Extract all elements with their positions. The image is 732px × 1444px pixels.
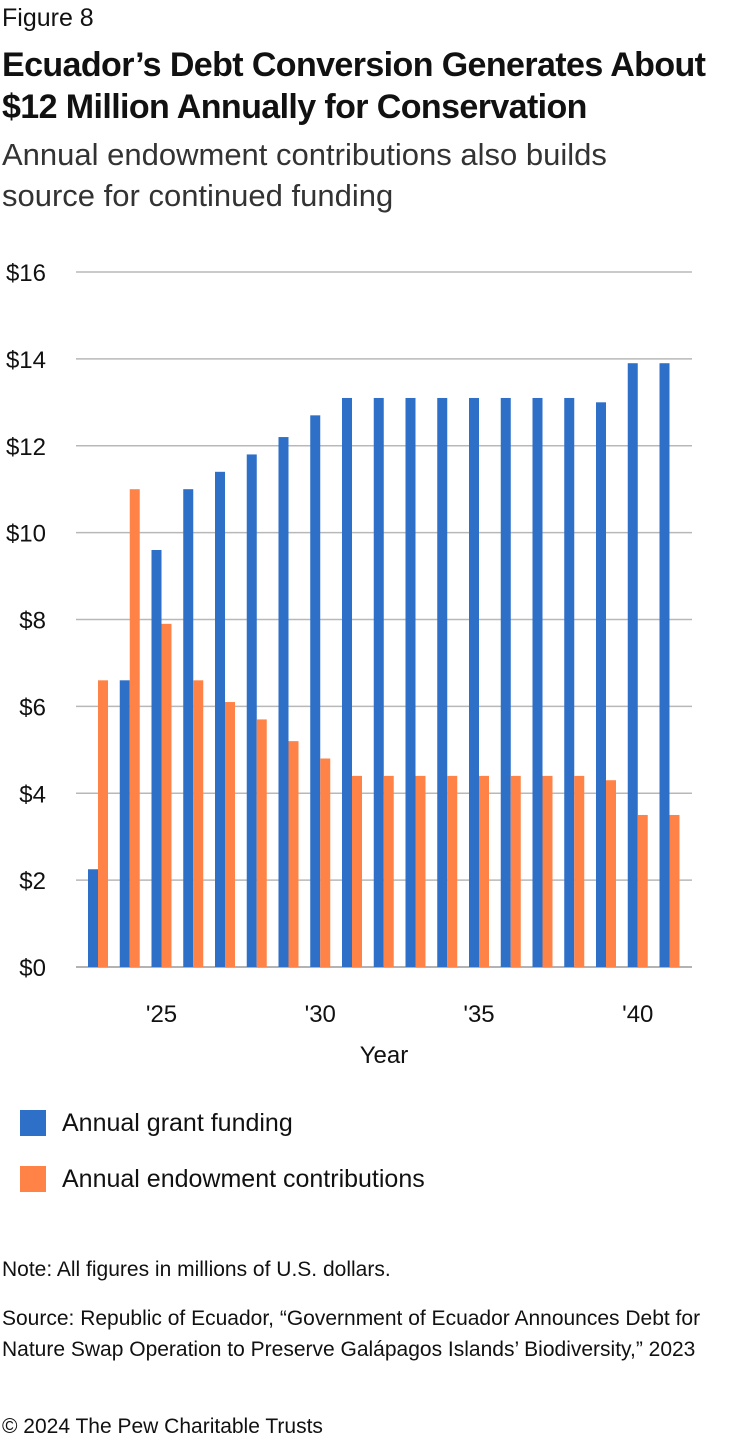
footnote: Note: All figures in millions of U.S. do… xyxy=(2,1258,391,1281)
x-tick-label: '35 xyxy=(463,1001,494,1028)
bar-grant-2027 xyxy=(215,471,225,967)
legend: Annual grant funding Annual endowment co… xyxy=(20,1103,425,1215)
bar-grant-2034 xyxy=(437,397,448,967)
bar-grant-2039 xyxy=(596,402,606,967)
bar-endowment-2038 xyxy=(574,775,585,967)
bar-chart: $0 $2 $4 $6 $8 $10 $12 $14 $16 '25 '30 '35 '40 Year xyxy=(6,260,692,1069)
bar-endowment-2040 xyxy=(637,814,648,967)
bar-endowment-2041 xyxy=(669,814,680,967)
legend-swatch-endowment xyxy=(20,1166,46,1192)
y-tick-label: $8 xyxy=(19,608,46,635)
bar-grant-2036 xyxy=(500,397,511,967)
bar-endowment-2039 xyxy=(606,780,616,967)
bar-endowment-2037 xyxy=(542,775,553,967)
bar-endowment-2034 xyxy=(447,775,458,967)
legend-label-grant: Annual grant funding xyxy=(62,1108,293,1137)
bar-endowment-2028 xyxy=(256,719,267,967)
legend-swatch-grant xyxy=(20,1110,46,1136)
bar-endowment-2035 xyxy=(479,775,489,967)
chart-subtitle: Annual endowment contributions also buil… xyxy=(2,137,607,213)
bar-endowment-2029 xyxy=(288,741,299,967)
legend-label-endowment: Annual endowment contributions xyxy=(62,1164,425,1193)
legend-item-grant: Annual grant funding xyxy=(20,1103,425,1143)
bar-endowment-2031 xyxy=(352,775,362,967)
bar-endowment-2027 xyxy=(225,702,235,967)
x-tick-label: '25 xyxy=(146,1001,177,1028)
y-tick-label: $2 xyxy=(19,868,46,895)
bar-grant-2026 xyxy=(183,489,194,967)
bar-grant-2032 xyxy=(373,397,384,967)
y-tick-label: $16 xyxy=(6,260,46,287)
y-tick-label: $12 xyxy=(6,434,46,461)
figure-label: Figure 8 xyxy=(2,4,94,32)
legend-item-endowment: Annual endowment contributions xyxy=(20,1159,425,1199)
x-tick-label: '40 xyxy=(622,1001,653,1028)
bar-grant-2040 xyxy=(627,363,638,967)
y-tick-label: $10 xyxy=(6,521,46,548)
bar-endowment-2036 xyxy=(510,775,521,967)
bar-grant-2031 xyxy=(342,397,352,967)
bar-grant-2028 xyxy=(246,454,257,967)
bar-grant-2035 xyxy=(469,397,479,967)
bar-grant-2037 xyxy=(532,397,543,967)
y-tick-label: $0 xyxy=(19,955,46,982)
bar-endowment-2033 xyxy=(415,775,426,967)
x-axis-label: Year xyxy=(360,1042,409,1069)
bar-grant-2023 xyxy=(88,869,98,967)
bar-grant-2033 xyxy=(405,397,416,967)
bar-endowment-2024 xyxy=(129,489,140,967)
bar-grant-2038 xyxy=(564,397,575,967)
y-tick-label: $4 xyxy=(19,781,46,808)
bar-endowment-2023 xyxy=(98,680,108,967)
source-citation: Source: Republic of Ecuador, “Government… xyxy=(2,1307,701,1361)
bar-endowment-2030 xyxy=(320,758,331,967)
chart-title: Ecuador’s Debt Conversion Generates Abou… xyxy=(2,46,706,126)
copyright: © 2024 The Pew Charitable Trusts xyxy=(2,1415,323,1438)
y-tick-label: $14 xyxy=(6,347,46,374)
bar-grant-2025 xyxy=(151,550,162,967)
bar-endowment-2025 xyxy=(161,623,172,967)
bar-grant-2030 xyxy=(310,415,321,967)
y-tick-label: $6 xyxy=(19,694,46,721)
bar-grant-2029 xyxy=(278,437,289,967)
bar-grant-2041 xyxy=(659,363,670,967)
bar-endowment-2032 xyxy=(383,775,394,967)
bar-endowment-2026 xyxy=(193,680,204,967)
bar-grant-2024 xyxy=(119,680,130,967)
x-tick-label: '30 xyxy=(305,1001,336,1028)
